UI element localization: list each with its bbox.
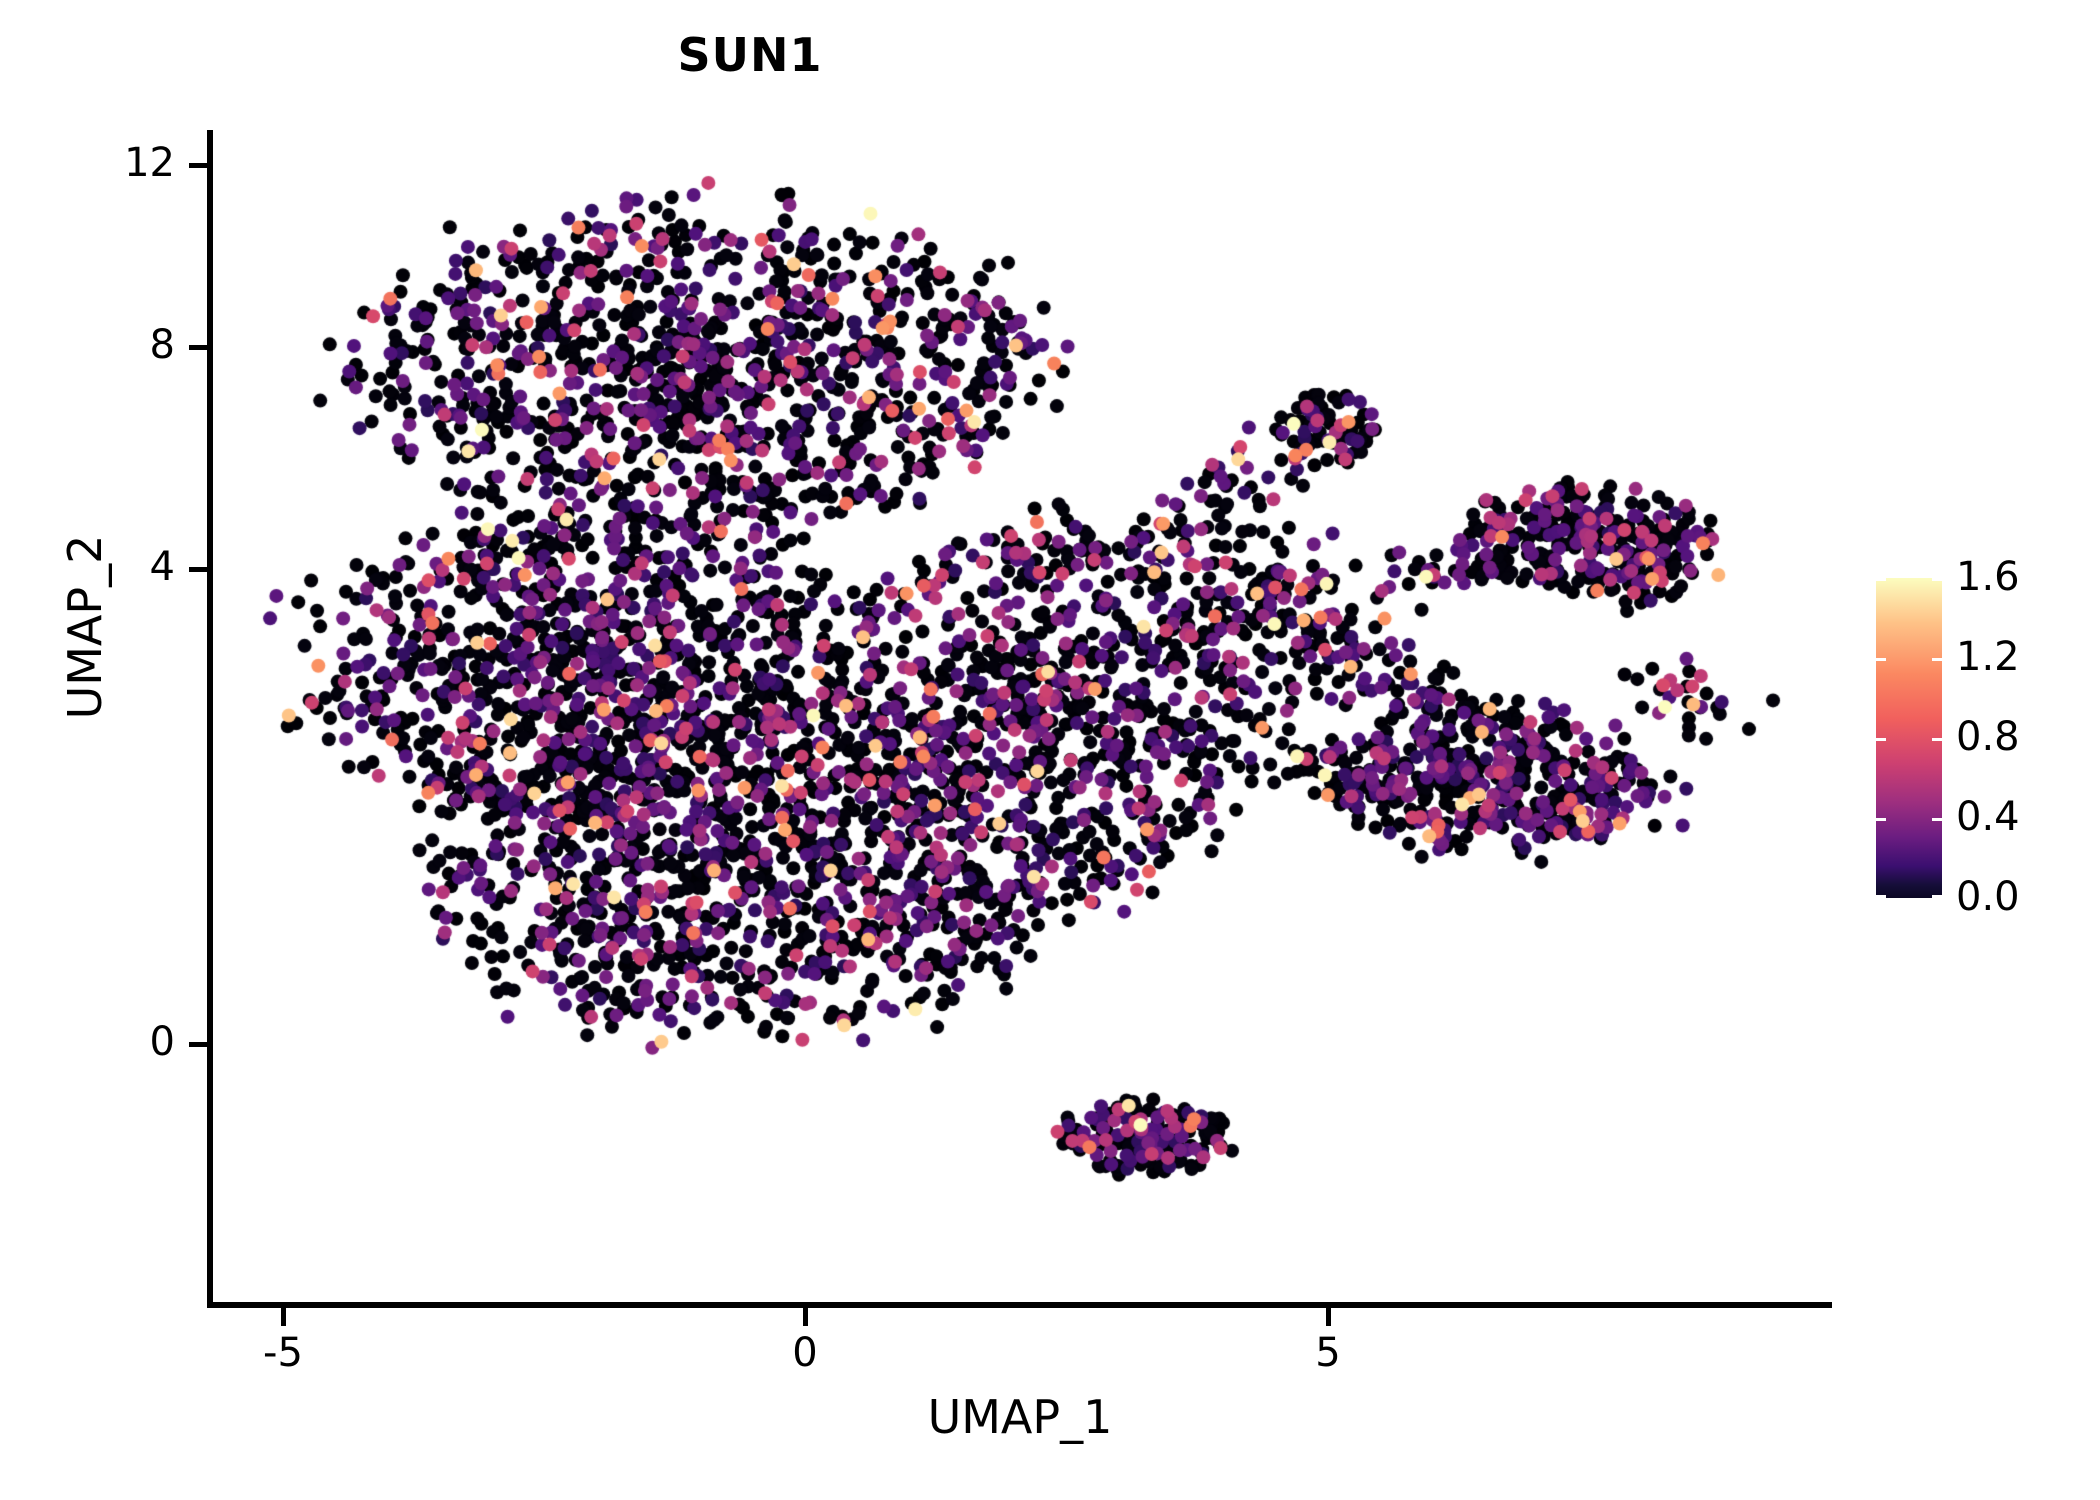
colorbar-gradient — [1876, 578, 1942, 898]
x-tick-mark — [803, 1308, 808, 1326]
y-tick-label: 0 — [149, 1019, 175, 1065]
colorbar-tick-label: 0.0 — [1956, 874, 2020, 920]
colorbar-tick-label: 1.2 — [1956, 634, 2020, 680]
scatter-plot-area — [213, 130, 1830, 1302]
y-tick-label: 8 — [149, 322, 175, 368]
y-tick-mark — [189, 567, 207, 572]
x-axis-spine — [207, 1302, 1832, 1308]
y-tick-mark — [189, 1042, 207, 1047]
colorbar-tick-label: 0.8 — [1956, 714, 2020, 760]
x-tick-label: 0 — [792, 1330, 818, 1376]
colorbar-tick — [1876, 818, 1942, 821]
y-tick-mark — [189, 345, 207, 350]
y-axis-spine — [207, 130, 213, 1308]
x-axis-label: UMAP_1 — [927, 1390, 1113, 1444]
x-tick-mark — [281, 1308, 286, 1326]
colorbar-tick — [1876, 658, 1942, 661]
colorbar-tick — [1876, 738, 1942, 741]
page-title: SUN1 — [677, 28, 823, 82]
x-tick-label: -5 — [263, 1330, 303, 1376]
x-tick-mark — [1326, 1308, 1331, 1326]
x-tick-label: 5 — [1315, 1330, 1341, 1376]
colorbar-tick — [1876, 895, 1942, 898]
y-tick-mark — [189, 163, 207, 168]
colorbar-tick-label: 1.6 — [1956, 554, 2020, 600]
y-tick-label: 12 — [124, 140, 175, 186]
y-tick-label: 4 — [149, 544, 175, 590]
colorbar-tick-label: 0.4 — [1956, 794, 2020, 840]
scatter-canvas — [213, 130, 1830, 1302]
y-axis-label: UMAP_2 — [58, 534, 112, 720]
colorbar-tick — [1876, 578, 1942, 581]
